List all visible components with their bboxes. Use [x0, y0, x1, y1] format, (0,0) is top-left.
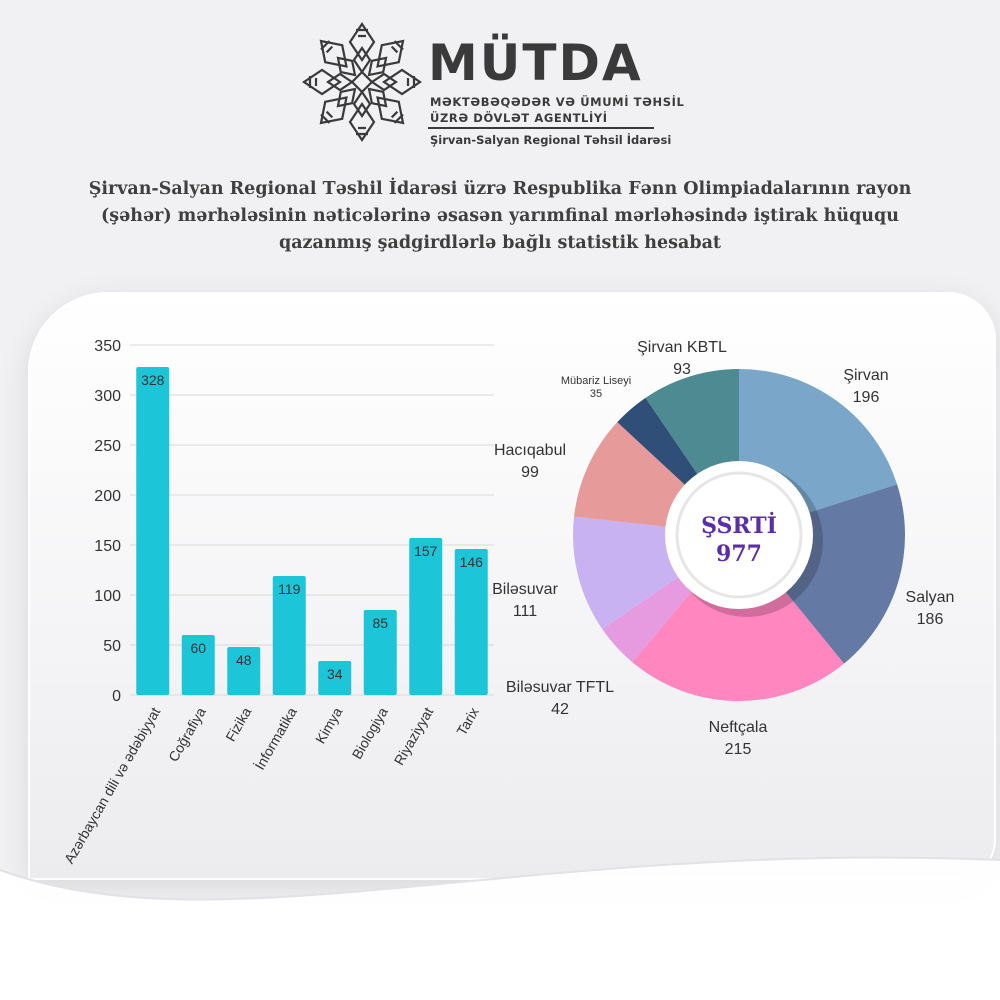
y-tick-label: 0 [112, 688, 121, 705]
bar-value-label: 119 [278, 581, 301, 597]
donut-slice-1 [739, 369, 898, 514]
bar-4 [272, 576, 306, 695]
slice-value: 35 [590, 388, 602, 400]
x-category-label: Tarix [453, 705, 482, 739]
bar-value-label: 157 [414, 543, 438, 559]
bar-8 [454, 549, 488, 695]
donut-slice-8 [645, 369, 739, 478]
slice-value: 111 [513, 603, 537, 620]
slice-label: Biləsuvar TFTL [506, 679, 614, 696]
donut-slice-6 [574, 422, 688, 528]
report-title: Şirvan-Salyan Regional Təshil İdarəsi üz… [88, 179, 912, 253]
y-tick-label: 150 [94, 538, 121, 555]
bar-value-label: 146 [460, 554, 484, 570]
bar-value-label: 48 [236, 652, 252, 668]
mutda-emblem-icon [302, 22, 422, 142]
bar-3 [227, 647, 261, 695]
donut-center-value: 977 [716, 541, 762, 567]
slice-label: Şirvan [843, 367, 888, 384]
x-category-label: Coğrafiya [165, 704, 209, 764]
slice-label: Hacıqabul [494, 442, 566, 459]
x-category-label: Azərbaycan dili və ədəbiyyat [61, 704, 164, 866]
bar-value-label: 85 [372, 615, 388, 631]
y-tick-label: 350 [94, 338, 121, 355]
x-category-label: Riyaziyyat [391, 704, 437, 767]
slice-label: Şirvan KBTL [637, 339, 727, 356]
slice-label: Neftçala [709, 719, 768, 736]
bar-value-label: 34 [327, 666, 343, 682]
slice-label: Mübariz Liseyi [561, 375, 631, 387]
donut-slice-2 [783, 484, 905, 664]
bar-value-label: 328 [141, 372, 165, 388]
slice-value: 42 [551, 701, 569, 718]
slice-value: 93 [673, 361, 691, 378]
donut-slice-5 [573, 516, 682, 630]
slice-value: 215 [725, 741, 752, 758]
bar-2 [181, 635, 215, 695]
y-tick-label: 200 [94, 488, 121, 505]
bar-6 [363, 610, 397, 695]
x-category-label: Biologiya [349, 704, 391, 761]
donut-slice-7 [617, 397, 700, 488]
y-tick-label: 100 [94, 588, 121, 605]
bar-5 [318, 661, 352, 695]
x-category-label: Fizika [222, 704, 254, 744]
logo-line-1: MƏKTƏBƏQƏDƏR VƏ ÜMUMİ TƏHSİL [430, 95, 685, 109]
logo-name: MÜTDA [428, 34, 643, 92]
x-category-label: İnformatika [251, 704, 300, 773]
bar-7 [409, 538, 443, 695]
slice-value: 196 [853, 389, 880, 406]
x-category-label: Kimya [312, 704, 345, 746]
logo-divider [428, 127, 654, 129]
slice-label: Salyan [906, 589, 955, 606]
bar-1 [136, 367, 170, 695]
logo-subtitle: Şirvan-Salyan Regional Təhsil İdarəsi [430, 133, 672, 147]
donut-center-ring [675, 471, 803, 599]
donut-center-title: ŞSRTİ [701, 511, 777, 539]
donut-slice-3 [632, 588, 845, 701]
donut-slice-4 [602, 574, 695, 663]
y-tick-label: 250 [94, 438, 121, 455]
slice-value: 186 [917, 611, 944, 628]
y-tick-label: 300 [94, 388, 121, 405]
bar-value-label: 60 [190, 640, 206, 656]
y-tick-label: 50 [103, 638, 121, 655]
donut-center-disk [665, 461, 813, 609]
logo-line-2: ÜZRƏ DÖVLƏT AGENTLİYİ [430, 111, 608, 125]
slice-value: 99 [521, 464, 539, 481]
slice-label: Biləsuvar [492, 581, 558, 598]
decorative-wave [0, 856, 1000, 1000]
